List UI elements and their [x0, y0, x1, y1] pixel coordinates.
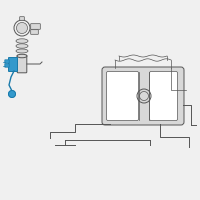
FancyBboxPatch shape — [31, 24, 40, 29]
Circle shape — [142, 94, 146, 98]
FancyBboxPatch shape — [5, 60, 9, 63]
FancyBboxPatch shape — [150, 72, 178, 120]
FancyBboxPatch shape — [106, 72, 138, 120]
FancyBboxPatch shape — [5, 64, 9, 67]
FancyBboxPatch shape — [102, 67, 184, 125]
FancyBboxPatch shape — [31, 30, 38, 34]
FancyBboxPatch shape — [20, 17, 24, 20]
Circle shape — [8, 90, 16, 98]
Circle shape — [17, 23, 27, 33]
Ellipse shape — [16, 39, 28, 43]
Ellipse shape — [17, 54, 27, 58]
FancyBboxPatch shape — [8, 58, 18, 72]
Ellipse shape — [16, 44, 28, 48]
FancyBboxPatch shape — [17, 55, 27, 73]
Ellipse shape — [16, 49, 28, 53]
